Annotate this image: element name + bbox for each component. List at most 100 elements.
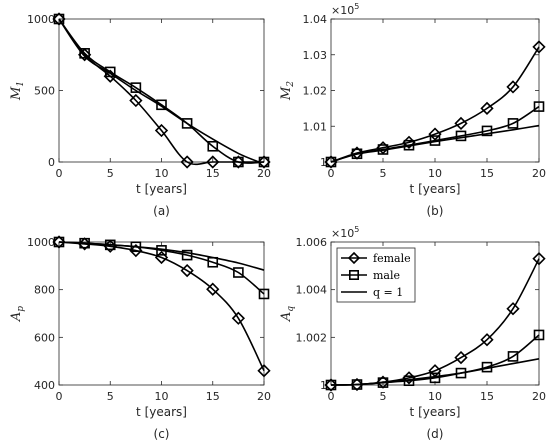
data-point-male bbox=[507, 118, 519, 129]
y-axis-label: Ap bbox=[9, 306, 26, 322]
y-tick-label: 600 bbox=[34, 331, 55, 344]
data-point-female bbox=[428, 127, 442, 141]
x-axis-label: t [years] bbox=[136, 405, 187, 419]
y-tick-label: 1.02 bbox=[303, 85, 328, 98]
legend-label: q = 1 bbox=[373, 286, 403, 299]
data-point-male bbox=[533, 101, 545, 112]
x-tick-label: 0 bbox=[328, 390, 335, 403]
data-point-male bbox=[104, 66, 116, 78]
y-label-main: A bbox=[9, 312, 24, 322]
plot-area bbox=[330, 18, 540, 163]
x-tick-label: 0 bbox=[56, 390, 63, 403]
data-point-female bbox=[532, 252, 546, 266]
axis-multiplier: ×105 bbox=[331, 225, 359, 240]
data-point-female bbox=[154, 123, 169, 138]
y-label-subscript: q bbox=[286, 306, 296, 312]
y-axis-label: M2 bbox=[279, 81, 296, 101]
data-point-female bbox=[454, 116, 468, 131]
series-line-female bbox=[58, 241, 265, 372]
y-label-main: M bbox=[279, 86, 294, 101]
data-point-male bbox=[181, 118, 193, 129]
x-tick-label: 15 bbox=[206, 167, 220, 180]
x-axis-label: t [years] bbox=[410, 405, 461, 419]
multiplier-exponent: 5 bbox=[354, 225, 359, 234]
y-tick-label: 1 bbox=[320, 156, 327, 169]
data-point-male bbox=[233, 267, 244, 278]
x-tick-label: 0 bbox=[56, 167, 63, 180]
plot-area bbox=[58, 18, 265, 163]
data-point-female bbox=[52, 235, 66, 249]
series-line-male bbox=[58, 18, 265, 164]
panel-c: 0 5 10 15 20 400 600 800 1000 Ap t [years] (c) bbox=[9, 235, 271, 441]
y-tick-label: 1.04 bbox=[303, 13, 328, 26]
x-tick-label: 20 bbox=[257, 167, 271, 180]
x-tick-label: 5 bbox=[380, 167, 387, 180]
legend-marker-diamond bbox=[347, 251, 361, 265]
data-point-male bbox=[53, 13, 65, 25]
panel-caption: (c) bbox=[154, 427, 170, 441]
y-tick-label: 1000 bbox=[27, 236, 55, 249]
y-label-subscript: 1 bbox=[16, 81, 26, 87]
series-line-female bbox=[330, 46, 540, 163]
data-point-male bbox=[455, 130, 467, 142]
y-label-main: M bbox=[9, 86, 24, 101]
data-point-female bbox=[129, 93, 143, 108]
data-point-female bbox=[180, 263, 194, 278]
data-point-female bbox=[180, 155, 194, 169]
x-tick-label: 15 bbox=[480, 390, 494, 403]
panel-caption: (d) bbox=[427, 427, 444, 441]
legend-marker-square bbox=[348, 269, 359, 280]
x-tick-label: 5 bbox=[380, 390, 387, 403]
data-point-female bbox=[129, 243, 143, 258]
y-tick-label: 500 bbox=[34, 85, 55, 98]
data-point-female bbox=[506, 302, 520, 316]
y-tick-label: 1.002 bbox=[296, 331, 328, 344]
x-tick-label: 20 bbox=[532, 390, 546, 403]
panel-caption: (b) bbox=[427, 204, 444, 218]
multiplier-exponent: 5 bbox=[354, 2, 359, 11]
x-tick-label: 20 bbox=[257, 390, 271, 403]
data-point-female bbox=[350, 377, 364, 392]
legend-label: female bbox=[373, 252, 411, 265]
data-point-female bbox=[480, 101, 494, 116]
data-point-female bbox=[52, 12, 66, 26]
series-line-q1 bbox=[330, 357, 540, 386]
data-point-male bbox=[258, 156, 270, 168]
x-axis-label: t [years] bbox=[136, 182, 187, 196]
y-tick-label: 800 bbox=[34, 284, 55, 297]
data-point-male bbox=[507, 351, 519, 362]
series-line-q1 bbox=[330, 124, 540, 163]
data-point-female bbox=[154, 250, 169, 265]
y-label-subscript: 2 bbox=[286, 81, 296, 88]
data-point-female bbox=[257, 364, 271, 378]
y-tick-label: 400 bbox=[34, 379, 55, 392]
data-point-male bbox=[207, 140, 219, 152]
x-tick-label: 20 bbox=[532, 167, 546, 180]
data-point-male bbox=[233, 156, 244, 168]
panel-a: 0 5 10 15 20 0 500 1000 M1 t [years] (a) bbox=[9, 12, 271, 218]
data-point-male bbox=[481, 125, 493, 137]
y-tick-label: 1.006 bbox=[296, 236, 328, 249]
y-tick-label: 0 bbox=[48, 156, 55, 169]
multiplier-base: ×10 bbox=[331, 227, 354, 240]
series-line-q1 bbox=[58, 18, 260, 163]
x-tick-label: 15 bbox=[206, 390, 220, 403]
data-point-female bbox=[480, 333, 494, 347]
data-point-male bbox=[181, 249, 193, 261]
data-point-male bbox=[79, 48, 90, 59]
x-tick-label: 10 bbox=[155, 390, 169, 403]
multiplier-base: ×10 bbox=[331, 4, 354, 17]
axis-multiplier: ×105 bbox=[331, 2, 359, 17]
data-point-female bbox=[257, 155, 271, 169]
data-point-male bbox=[156, 99, 167, 111]
series-line-q1 bbox=[58, 241, 265, 271]
x-axis-label: t [years] bbox=[410, 182, 461, 196]
data-point-female bbox=[454, 350, 468, 365]
data-point-female bbox=[231, 311, 246, 325]
data-point-male bbox=[325, 156, 337, 168]
y-tick-label: 1.01 bbox=[303, 120, 328, 133]
data-point-female bbox=[324, 378, 338, 392]
